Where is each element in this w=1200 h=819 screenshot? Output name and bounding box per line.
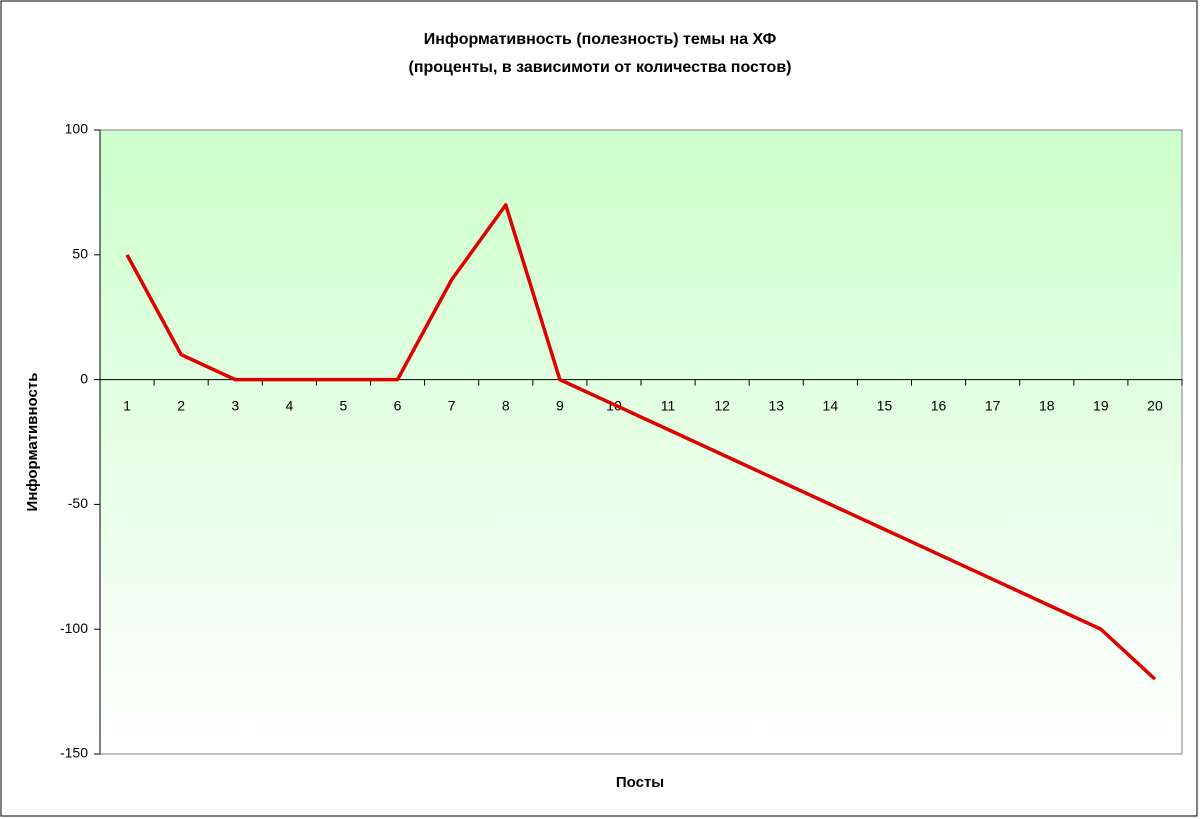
- chart-subtitle: (проценты, в зависимоти от количества по…: [409, 59, 792, 76]
- x-tick-label: 1: [123, 397, 131, 413]
- x-tick-label: 5: [340, 397, 348, 413]
- x-tick-label: 9: [556, 397, 564, 413]
- y-tick-label: -100: [60, 620, 88, 636]
- y-tick-label: -50: [68, 495, 88, 511]
- x-tick-label: 4: [285, 397, 293, 413]
- x-tick-label: 18: [1039, 397, 1055, 413]
- y-tick-label: 50: [72, 246, 88, 262]
- x-tick-label: 7: [448, 397, 456, 413]
- y-tick-label: -150: [60, 745, 88, 761]
- y-tick-label: 0: [80, 370, 88, 386]
- data-line: [125, 203, 1157, 681]
- x-tick-label: 2: [177, 397, 185, 413]
- chart-title: Информативность (полезность) темы на ХФ: [424, 31, 777, 48]
- x-axis-label: Посты: [616, 774, 664, 791]
- x-tick-label: 11: [661, 397, 676, 413]
- x-tick-label: 20: [1147, 397, 1163, 413]
- x-tick-label: 17: [985, 397, 1001, 413]
- x-tick-label: 15: [877, 397, 893, 413]
- x-tick-label: 19: [1093, 397, 1109, 413]
- x-tick-label: 8: [502, 397, 510, 413]
- y-tick-label: 100: [65, 121, 89, 137]
- x-tick-label: 16: [931, 397, 947, 413]
- y-axis-label: Информативность: [24, 373, 41, 512]
- x-tick-label: 3: [231, 397, 239, 413]
- x-tick-label: 12: [714, 397, 730, 413]
- x-tick-label: 14: [823, 397, 839, 413]
- x-tick-label: 13: [768, 397, 784, 413]
- x-tick-label: 6: [394, 397, 402, 413]
- plot-area: [99, 129, 1183, 755]
